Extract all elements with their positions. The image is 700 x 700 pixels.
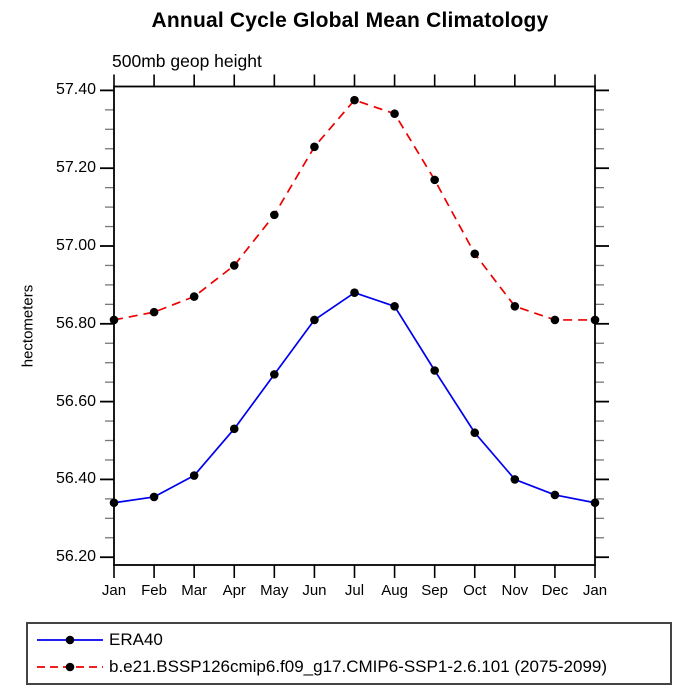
legend-key-marker <box>65 635 75 644</box>
data-point-marker <box>470 428 480 438</box>
x-axis-tick-label: Jul <box>344 582 365 599</box>
legend-item-era40: ERA40 <box>28 626 670 653</box>
x-axis-tick-label: Apr <box>222 582 246 599</box>
data-point-marker <box>310 315 319 325</box>
data-point-marker <box>189 471 199 480</box>
legend-key-line-dashed <box>37 662 103 671</box>
data-point-marker <box>550 490 560 500</box>
y-axis-title: hectometers <box>19 284 37 368</box>
y-axis-tick-label: 57.20 <box>55 159 96 177</box>
legend-item-model: b.e21.BSSP126cmip6.f09_g17.CMIP6-SSP1-2.… <box>28 653 670 680</box>
data-point-marker <box>430 366 439 375</box>
data-point-marker <box>109 498 119 508</box>
data-point-marker <box>270 210 279 220</box>
data-point-marker <box>350 288 359 297</box>
plot-frame <box>113 85 596 566</box>
series-line-solid <box>113 291 596 504</box>
x-axis-tick-label: Aug <box>381 582 408 599</box>
data-point-marker <box>229 424 239 434</box>
legend-key-marker <box>65 662 75 671</box>
y-axis-tick-label: 57.00 <box>55 237 96 254</box>
data-point-marker <box>430 175 439 185</box>
x-axis-tick-label: Mar <box>181 582 208 599</box>
legend-key-line-solid <box>37 635 103 644</box>
y-axis-tick-label: 56.40 <box>55 470 96 488</box>
chart-subtitle: 500mb geop height <box>112 51 262 71</box>
legend-label: ERA40 <box>109 629 163 649</box>
x-axis-tick-label: Jan <box>582 582 608 599</box>
x-axis-tick-label: Jun <box>302 582 327 599</box>
data-point-marker <box>270 370 279 379</box>
data-point-marker <box>510 475 520 484</box>
legend-label: b.e21.BSSP126cmip6.f09_g17.CMIP6-SSP1-2.… <box>109 656 608 676</box>
x-axis-tick-label: Sep <box>421 582 448 599</box>
y-axis-tick-label: 56.80 <box>55 314 96 332</box>
data-point-marker <box>350 95 359 105</box>
x-axis-tick-label: Dec <box>541 582 569 599</box>
legend: ERA40 b.e21.BSSP126cmip6.f09_g17.CMIP6-S… <box>26 622 672 685</box>
data-point-marker <box>229 261 239 270</box>
x-axis-tick-label: Nov <box>501 582 529 599</box>
chart-title: Annual Cycle Global Mean Climatology <box>151 9 549 32</box>
x-axis-tick-label: Jan <box>101 582 127 599</box>
x-axis-tick-label: Oct <box>463 582 487 599</box>
series-line-dashed <box>113 99 595 321</box>
x-axis-tick-label: Feb <box>141 582 167 599</box>
data-point-marker <box>510 301 520 311</box>
data-point-marker <box>149 492 159 502</box>
data-point-marker <box>189 292 199 301</box>
data-point-marker <box>390 109 399 119</box>
data-point-marker <box>310 142 319 152</box>
data-point-marker <box>109 315 119 325</box>
y-axis-tick-label: 56.60 <box>55 392 96 410</box>
x-axis-tick-label: May <box>260 582 289 599</box>
data-point-marker <box>550 315 560 325</box>
data-point-marker <box>590 498 600 508</box>
data-point-marker <box>390 301 399 311</box>
data-point-marker <box>470 249 480 259</box>
y-axis-tick-label: 56.20 <box>55 548 96 566</box>
y-axis-tick-label: 57.40 <box>55 81 96 99</box>
data-point-marker <box>149 307 159 317</box>
data-point-marker <box>590 315 600 325</box>
